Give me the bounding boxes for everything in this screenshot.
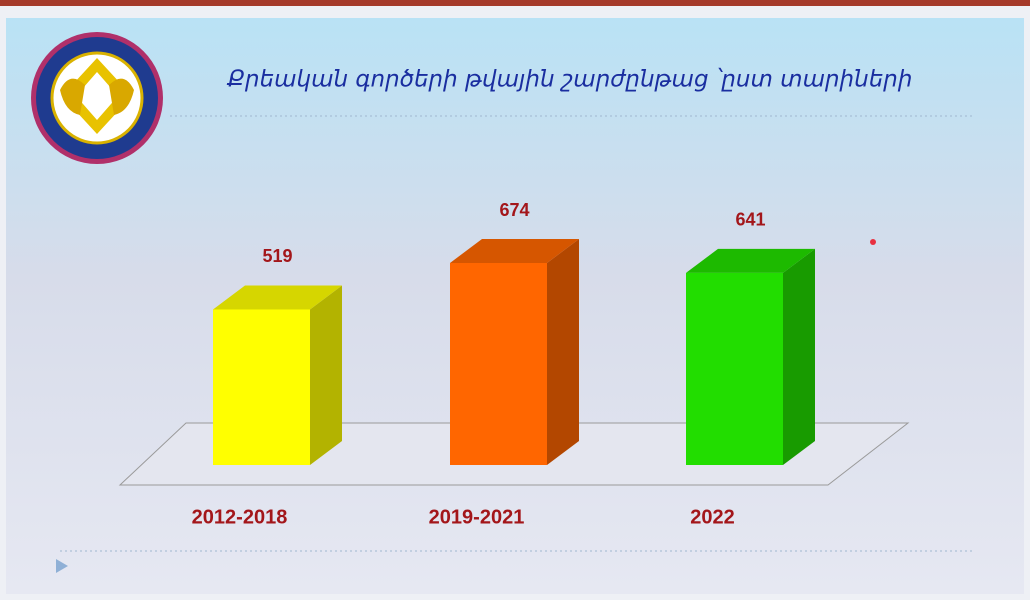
nav-arrow xyxy=(56,559,68,573)
bar-side xyxy=(783,248,815,465)
x-tick-label: 2019-2021 xyxy=(429,506,525,528)
emblem xyxy=(31,32,163,164)
bar-side xyxy=(310,285,342,465)
value-label: 519 xyxy=(262,246,292,266)
x-tick-label: 2012-2018 xyxy=(192,506,288,528)
laser-dot xyxy=(870,239,876,245)
bar-top xyxy=(213,285,342,310)
chart-title: Քրեական գործերի թվային շարժընթաց ՝ըստ տա… xyxy=(227,67,913,93)
x-tick-label: 2022 xyxy=(690,506,735,528)
bar xyxy=(450,263,547,465)
bar-top xyxy=(686,248,815,273)
bar xyxy=(686,272,783,465)
top-band xyxy=(0,0,1030,6)
value-label: 641 xyxy=(735,210,765,230)
bar-side xyxy=(547,239,579,465)
value-label: 674 xyxy=(499,200,529,220)
bar-top xyxy=(450,239,579,263)
bar xyxy=(213,309,310,465)
